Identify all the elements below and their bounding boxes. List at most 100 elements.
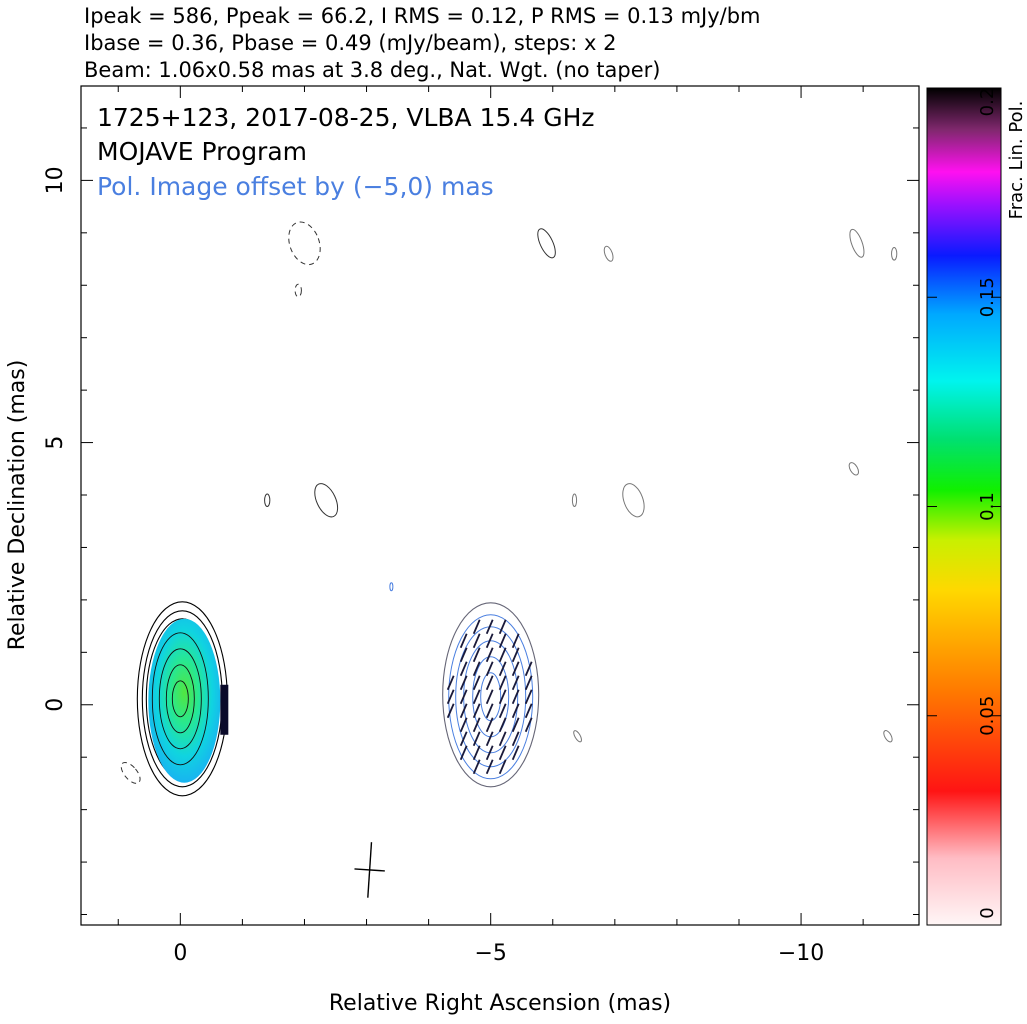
evpa-tick [498, 717, 507, 733]
evpa-tick [472, 731, 481, 747]
colorbar-tick-label: 0.1 [977, 492, 998, 521]
core-inner-contours [151, 632, 229, 766]
evpa-tick [524, 717, 533, 733]
evpa-tick [472, 619, 481, 635]
core-contour [151, 632, 209, 766]
evpa-tick [524, 689, 533, 705]
header-line-1: Ipeak = 586, Ppeak = 66.2, I RMS = 0.12,… [84, 4, 761, 28]
noise-contour [314, 483, 339, 518]
y-axis-title: Relative Declination (mas) [5, 360, 30, 651]
evpa-vectors [446, 619, 533, 775]
evpa-tick [511, 689, 520, 705]
evpa-tick [472, 675, 481, 691]
evpa-tick [498, 689, 507, 705]
polarized-source [442, 602, 540, 788]
header-line-2: Ibase = 0.36, Pbase = 0.49 (mJy/beam), s… [84, 31, 616, 55]
evpa-tick [459, 647, 468, 663]
evpa-tick [498, 759, 507, 775]
core-source [136, 601, 229, 797]
x-tick-label: 0 [173, 941, 187, 966]
evpa-tick [498, 731, 507, 747]
evpa-tick [524, 703, 533, 719]
evpa-tick [472, 633, 481, 649]
evpa-tick [446, 675, 455, 691]
evpa-tick [498, 675, 507, 691]
noise-contour [120, 761, 141, 784]
core-contour [165, 664, 195, 734]
evpa-tick [472, 689, 481, 705]
evpa-tick [472, 745, 481, 761]
noise-contour [891, 247, 898, 261]
axis-ticks [81, 86, 919, 925]
y-tick-label: 5 [43, 436, 68, 450]
evpa-tick [498, 745, 507, 761]
colorbar-label: Frac. Lin. Pol. [1006, 101, 1027, 220]
evpa-tick [485, 661, 494, 677]
x-tick-label: −10 [778, 941, 824, 966]
evpa-tick [511, 675, 520, 691]
noise-contour [883, 730, 893, 743]
pol-contour [448, 614, 534, 780]
evpa-tick [485, 745, 494, 761]
x-tick-label: −5 [474, 941, 506, 966]
colorbar-tick-label: 0 [977, 907, 998, 918]
evpa-tick [459, 745, 468, 761]
colorbar-tick-label: 0.05 [977, 696, 998, 736]
noise-contour [288, 221, 321, 266]
evpa-tick [485, 619, 494, 635]
program-label: MOJAVE Program [97, 137, 307, 166]
map-area [24, 221, 898, 898]
evpa-tick [511, 633, 520, 649]
evpa-tick [485, 689, 494, 705]
pol-outer-contour [442, 602, 540, 788]
evpa-tick [472, 647, 481, 663]
noise-contour [24, 628, 63, 676]
high-pol-edge [220, 684, 229, 735]
noise-contours [24, 221, 898, 784]
evpa-tick [472, 703, 481, 719]
noise-contour [603, 245, 614, 262]
header-line-3: Beam: 1.06x0.58 mas at 3.8 deg., Nat. Wg… [84, 58, 660, 82]
pol-contour [455, 626, 527, 768]
evpa-tick [472, 717, 481, 733]
evpa-tick [485, 633, 494, 649]
evpa-tick [472, 661, 481, 677]
noise-contour [264, 493, 271, 508]
noise-contour [537, 228, 556, 259]
evpa-tick [511, 717, 520, 733]
evpa-tick [459, 675, 468, 691]
noise-contour [389, 582, 394, 592]
noise-contour [622, 483, 645, 518]
evpa-tick [485, 675, 494, 691]
colorbar-tick-label: 0.2 [977, 88, 998, 117]
evpa-tick [524, 661, 533, 677]
offset-note: Pol. Image offset by (−5,0) mas [97, 172, 494, 201]
evpa-tick [498, 647, 507, 663]
colorbar-tick-labels: 0 0.05 0.1 0.15 0.2 [927, 87, 1001, 926]
y-tick-label: 0 [43, 698, 68, 712]
fractional-polarization-fill [148, 618, 221, 783]
x-axis-title: Relative Right Ascension (mas) [329, 991, 671, 1016]
evpa-tick [459, 689, 468, 705]
plot-frame [80, 85, 920, 926]
polarization-contours [442, 602, 540, 788]
colorbar [927, 88, 1001, 925]
evpa-tick [498, 703, 507, 719]
noise-contour [848, 462, 859, 476]
noise-contour [573, 730, 582, 743]
evpa-tick [485, 759, 494, 775]
evpa-tick [511, 745, 520, 761]
noise-contour [849, 228, 865, 258]
y-tick-label: 10 [43, 166, 68, 194]
beam-minor-axis [354, 868, 385, 872]
source-label: 1725+123, 2017-08-25, VLBA 15.4 GHz [97, 103, 595, 132]
core-contour [158, 648, 202, 750]
evpa-tick [459, 731, 468, 747]
colorbar-tick-label: 0.15 [977, 277, 998, 317]
evpa-tick [485, 703, 494, 719]
noise-contour [571, 493, 578, 508]
evpa-tick [511, 731, 520, 747]
evpa-tick [511, 661, 520, 677]
beam-marker [354, 842, 385, 898]
